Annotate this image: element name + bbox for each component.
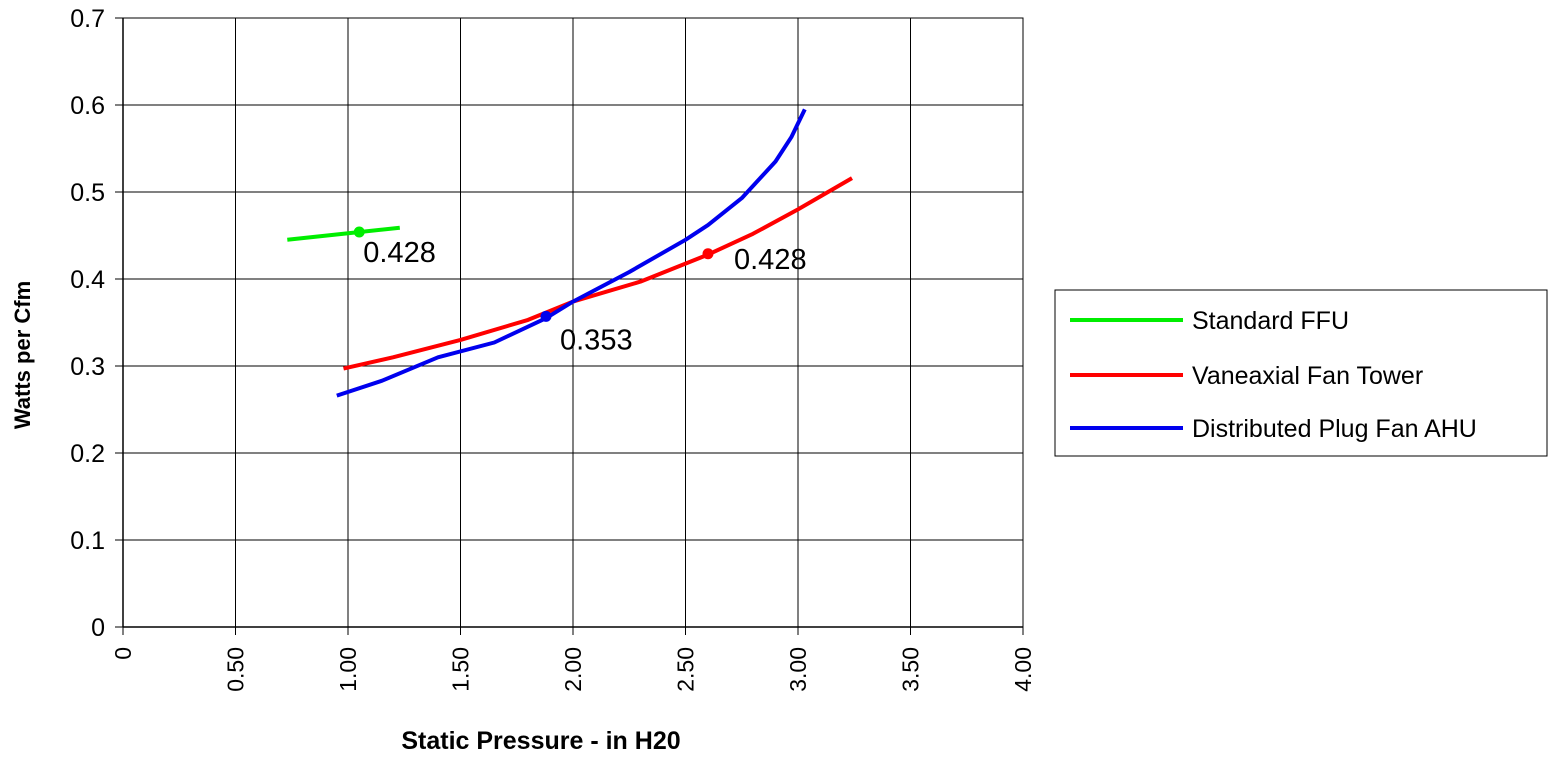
y-tick-label: 0.6 (70, 92, 105, 120)
y-tick-label: 0.7 (70, 5, 105, 33)
y-tick-label: 0.3 (70, 353, 105, 381)
y-tick-label: 0.4 (70, 266, 105, 294)
axes (115, 17, 1024, 635)
series-marker (540, 310, 552, 322)
data-label: 0.353 (560, 324, 633, 356)
y-tick-label: 0.2 (70, 440, 105, 468)
series-line (287, 225, 401, 242)
series-line (336, 108, 807, 398)
x-tick-label: 1.00 (335, 647, 361, 692)
x-tick-label: 2.50 (673, 647, 699, 692)
x-tick-label: 1.50 (448, 647, 474, 692)
legend-label: Standard FFU (1192, 307, 1349, 335)
legend-label: Vaneaxial Fan Tower (1192, 362, 1423, 390)
legend: Standard FFU Vaneaxial Fan Tower Distribut… (1054, 289, 1548, 457)
series-group (287, 108, 854, 398)
y-tick-labels: 0 0.1 0.2 0.3 0.4 0.5 0.6 0.7 (70, 5, 105, 642)
y-tick-label: 0 (91, 614, 105, 642)
x-tick-label: 0.50 (223, 647, 249, 692)
data-label: 0.428 (363, 237, 436, 269)
x-axis-title: Static Pressure - in H20 (401, 727, 680, 755)
series-marker (353, 226, 365, 238)
y-axis-title: Watts per Cfm (10, 281, 35, 429)
data-label: 0.428 (734, 244, 807, 276)
x-tick-label: 3.00 (785, 647, 811, 692)
y-tick-label: 0.5 (70, 179, 105, 207)
marker-group: 0.428 0.428 0.353 (353, 226, 807, 356)
series-marker (702, 248, 714, 260)
y-tick-label: 0.1 (70, 527, 105, 555)
x-tick-label: 4.00 (1010, 647, 1036, 692)
x-tick-label: 3.50 (898, 647, 924, 692)
x-tick-labels: 0 0.50 1.00 1.50 2.00 2.50 3.00 3.50 4.00 (110, 647, 1036, 692)
legend-label: Distributed Plug Fan AHU (1192, 415, 1477, 443)
x-tick-label: 2.00 (560, 647, 586, 692)
series-line (343, 176, 854, 371)
x-tick-label: 0 (110, 647, 136, 660)
